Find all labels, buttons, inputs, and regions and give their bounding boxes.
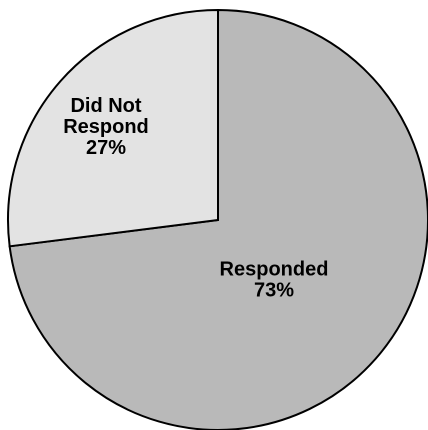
pie-slice-1 (7, 8, 219, 248)
pie-slice-label-1: Did Not Respond 27% (63, 95, 149, 159)
pie-slice-label-line: Respond (63, 116, 149, 138)
pie-slice-label-line: 27% (86, 137, 126, 159)
pie-slice-label-line: Did Not (70, 95, 141, 117)
pie-labels: Responded 73% Did Not Respond 27% (63, 95, 328, 302)
pie-slice-label-line: Responded (220, 259, 329, 281)
pie-slice-label-0: Responded 73% (220, 259, 329, 302)
pie-slices (7, 8, 428, 430)
pie-slice-label-line: 73% (254, 280, 294, 302)
